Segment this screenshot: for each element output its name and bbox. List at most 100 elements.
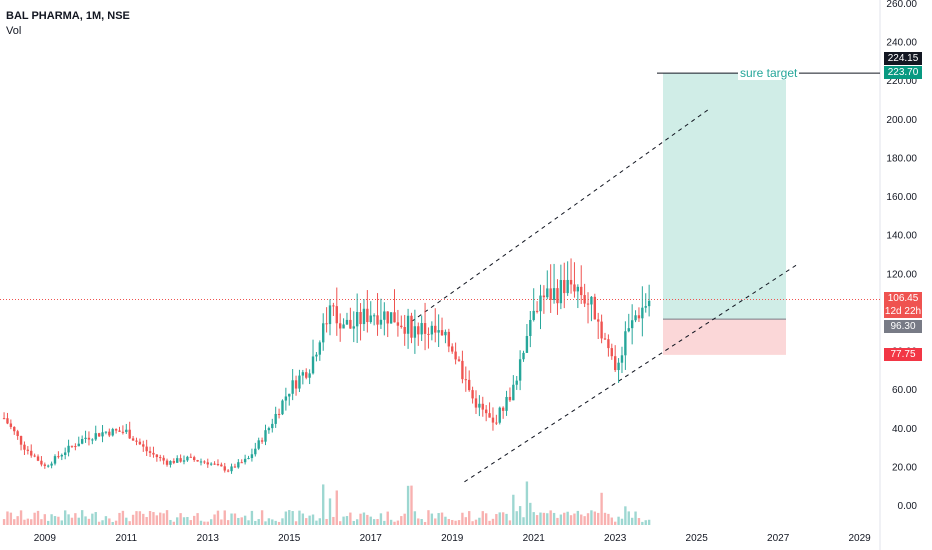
candle-body bbox=[6, 418, 9, 424]
volume-bar bbox=[563, 512, 566, 525]
volume-bar bbox=[165, 510, 169, 525]
volume-bar bbox=[213, 514, 216, 525]
volume-bar bbox=[257, 519, 260, 525]
volume-bar bbox=[145, 517, 148, 525]
candle-body bbox=[427, 333, 430, 335]
candle-body bbox=[118, 430, 121, 432]
candle-body bbox=[2, 418, 6, 420]
volume-bar bbox=[400, 516, 403, 525]
volume-bar bbox=[403, 513, 406, 525]
candle-body bbox=[226, 470, 230, 472]
candle-body bbox=[196, 460, 199, 462]
volume-bar bbox=[328, 498, 332, 525]
volume-bar bbox=[522, 517, 525, 525]
candle-body bbox=[247, 458, 250, 460]
volume-bar bbox=[590, 510, 593, 525]
candle-body bbox=[77, 443, 80, 447]
volume-bar bbox=[318, 518, 322, 525]
x-tick-label: 2009 bbox=[34, 533, 57, 544]
candle-body bbox=[16, 431, 19, 437]
volume-bar bbox=[216, 510, 220, 525]
candle-body bbox=[318, 342, 322, 355]
volume-bar bbox=[308, 515, 311, 525]
candle-body bbox=[301, 372, 305, 376]
candle-body bbox=[569, 279, 573, 285]
candle-body bbox=[440, 330, 444, 336]
candle-body bbox=[372, 315, 376, 317]
y-tick-label: 200.00 bbox=[886, 115, 917, 126]
candle-body bbox=[142, 444, 145, 447]
candle-body bbox=[515, 380, 518, 385]
volume-bar bbox=[393, 521, 396, 525]
candle-body bbox=[501, 407, 505, 411]
candle-body bbox=[400, 325, 403, 328]
volume-bar bbox=[298, 510, 301, 525]
candle-body bbox=[155, 454, 159, 458]
candle-body bbox=[491, 417, 495, 423]
candle-body bbox=[260, 440, 264, 442]
candle-body bbox=[182, 460, 186, 462]
candle-body bbox=[434, 325, 437, 333]
volume-bar bbox=[566, 511, 569, 525]
volume-bar bbox=[196, 513, 199, 525]
candle-body bbox=[464, 379, 467, 381]
candle-body bbox=[617, 362, 620, 371]
volume-bar bbox=[332, 516, 335, 525]
candle-body bbox=[101, 432, 104, 437]
volume-bar bbox=[552, 512, 556, 525]
volume-bar bbox=[607, 513, 610, 525]
candle-body bbox=[70, 445, 74, 447]
volume-bar bbox=[301, 513, 305, 525]
volume-bar bbox=[471, 521, 474, 525]
candle-body bbox=[322, 323, 325, 343]
candle-body bbox=[410, 315, 413, 338]
candle-body bbox=[355, 311, 359, 327]
candle-body bbox=[352, 326, 355, 329]
candle-body bbox=[152, 452, 155, 455]
x-tick-label: 2025 bbox=[686, 533, 709, 544]
volume-bar bbox=[138, 511, 142, 525]
candle-body bbox=[203, 461, 206, 463]
volume-bar bbox=[23, 519, 26, 525]
volume-bar bbox=[508, 520, 512, 525]
candle-body bbox=[284, 396, 288, 401]
target-zone bbox=[663, 73, 786, 320]
candle-body bbox=[366, 308, 369, 323]
volume-bar bbox=[495, 514, 498, 525]
candle-body bbox=[481, 403, 484, 410]
volume-bar bbox=[226, 520, 230, 525]
candle-body bbox=[84, 437, 87, 440]
candle-body bbox=[359, 311, 362, 325]
candle-body bbox=[518, 359, 522, 381]
candle-body bbox=[444, 331, 447, 336]
volume-bar bbox=[80, 510, 84, 525]
candle-body bbox=[471, 390, 474, 399]
volume-bar bbox=[315, 520, 318, 525]
volume-bar bbox=[546, 513, 549, 525]
volume-bar bbox=[220, 519, 223, 525]
candle-body bbox=[403, 327, 406, 334]
candle-body bbox=[423, 323, 427, 334]
candle-body bbox=[50, 463, 53, 466]
volume-bar bbox=[627, 511, 630, 525]
volume-bar bbox=[488, 520, 491, 525]
candle-body bbox=[522, 352, 525, 360]
candle-body bbox=[193, 457, 196, 461]
volume-bar bbox=[406, 485, 410, 525]
volume-bar bbox=[26, 518, 30, 525]
volume-bar bbox=[451, 519, 454, 525]
candle-body bbox=[220, 464, 223, 467]
candle-body bbox=[176, 458, 179, 463]
candle-body bbox=[498, 407, 501, 423]
candle-body bbox=[644, 306, 647, 308]
candle-body bbox=[573, 284, 576, 292]
candle-body bbox=[254, 448, 257, 455]
volume-bar bbox=[641, 521, 644, 525]
volume-bar bbox=[6, 511, 9, 525]
candle-body bbox=[291, 380, 294, 394]
candle-body bbox=[67, 445, 70, 453]
candle-body bbox=[169, 461, 172, 465]
candle-body bbox=[556, 288, 559, 304]
candle-body bbox=[512, 384, 515, 401]
